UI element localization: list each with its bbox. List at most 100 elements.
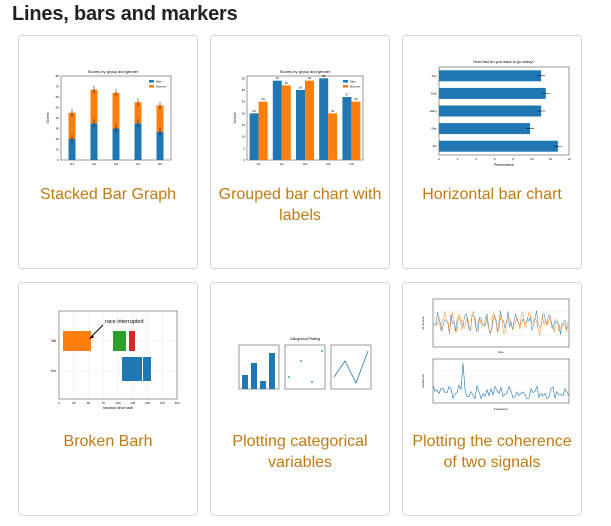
y-tick-label: 10 — [56, 148, 60, 152]
bar-women — [156, 105, 164, 132]
signal-s1 — [432, 310, 569, 335]
chart-title: Scores by group and gender — [88, 69, 139, 74]
series-line — [333, 350, 369, 384]
bar-men — [296, 90, 305, 160]
x-tick-labels: G1 G2 G3 G4 G5 — [257, 162, 354, 166]
x-axis-label: Performance — [494, 163, 514, 167]
x-tick-label: 10 — [530, 157, 534, 161]
bar — [260, 381, 266, 389]
bar-women — [112, 92, 120, 129]
thumbnail-coherence[interactable]: s1 and s2 time coherence Frequency — [409, 295, 575, 415]
x-tick-label: G3 — [303, 162, 307, 166]
bar — [439, 70, 542, 82]
bar-jim-1 — [122, 357, 142, 381]
x-tick-label: 100 — [115, 401, 120, 405]
y-tick-label: 70 — [56, 85, 60, 89]
card-coherence-signals[interactable]: s1 and s2 time coherence Frequency Plott… — [402, 282, 582, 516]
bar-value-label: 27 — [345, 93, 349, 97]
bar-value-label: 34 — [308, 76, 312, 80]
x-tick-label: G5 — [158, 162, 162, 166]
bars — [68, 85, 164, 160]
x-tick-label: 0 — [438, 157, 440, 161]
bar-bill-1 — [63, 331, 91, 351]
x-tick-label: G2 — [92, 162, 96, 166]
x-tick-label: 8 — [512, 157, 514, 161]
x-tick-label: 25 — [72, 401, 76, 405]
point — [311, 381, 313, 383]
bar-women — [351, 101, 361, 160]
legend-men: Men — [350, 80, 356, 84]
x-tick-label: 175 — [160, 401, 165, 405]
bar-value-label: 34 — [276, 76, 280, 80]
bar-men — [90, 123, 98, 160]
bar-women — [328, 113, 338, 160]
bar-bill-3 — [129, 331, 135, 351]
point — [321, 350, 323, 352]
y-axis-label: Scores — [233, 112, 237, 123]
y-tick-label: Tom — [431, 74, 437, 78]
card-caption[interactable]: Horizontal bar chart — [422, 186, 562, 203]
stacked-bar-chart: Scores by group and gender 0 10 20 30 40 50 60… — [46, 69, 172, 166]
card-caption[interactable]: Plotting the coherence of two signals — [412, 433, 572, 471]
card-caption[interactable]: Stacked Bar Graph — [39, 186, 177, 203]
x-tick-label: 6 — [494, 157, 496, 161]
y-axis-label-top: s1 and s2 — [421, 316, 425, 329]
y-tick-label: 5 — [243, 146, 245, 150]
y-tick-label: Dick — [431, 91, 437, 95]
bar-value-label: 20 — [252, 109, 256, 113]
y-tick-label: Harry — [430, 109, 438, 113]
x-tick-label: 0 — [58, 401, 60, 405]
thumbnail-grouped-bar[interactable]: Scores by group and gender 0 5 10 15 20 25 30 3… — [217, 48, 383, 168]
bar-value-label: 35 — [322, 74, 326, 78]
bar — [439, 140, 558, 152]
annotation-text: race interrupted — [105, 319, 144, 325]
chart-title: Scores by group and gender — [280, 69, 331, 74]
y-tick-label: 20 — [56, 137, 60, 141]
legend-women: Women — [350, 85, 361, 89]
thumbnail-stacked-bar[interactable]: Scores by group and gender 0 10 20 30 40 50 60… — [25, 48, 191, 168]
x-tick-label: G1 — [70, 162, 74, 166]
bar-men — [68, 139, 76, 160]
y-tick-label: 80 — [56, 74, 60, 78]
bar — [269, 353, 275, 389]
card-caption[interactable]: Grouped bar chart with labels — [218, 186, 382, 224]
point — [300, 360, 302, 362]
bar-men — [319, 78, 329, 160]
bar-men — [272, 80, 282, 160]
bar-men — [112, 128, 120, 160]
horizontal-bar-chart: How fast do you want to go today? Tom Dic… — [430, 59, 571, 167]
card-stacked-bar-graph[interactable]: Scores by group and gender 0 10 20 30 40 50 60… — [18, 35, 198, 269]
thumbnail-categorical[interactable]: Categorical Plotting — [217, 295, 383, 415]
y-axis-label-bottom: coherence — [421, 374, 425, 388]
bar-value-label: 30 — [299, 86, 303, 90]
y-tick-labels: 0 5 10 15 20 25 30 35 — [242, 76, 246, 162]
y-tick-labels: 0 10 20 30 40 50 60 70 80 — [56, 74, 60, 162]
x-tick-label: G5 — [349, 162, 353, 166]
x-tick-label: G4 — [136, 162, 140, 166]
legend-swatch-women — [343, 85, 348, 88]
legend-swatch-women — [149, 85, 154, 88]
bar-men — [156, 131, 164, 160]
arrowhead — [89, 334, 94, 339]
x-tick-label: G2 — [280, 162, 284, 166]
card-caption[interactable]: Broken Barh — [63, 433, 153, 450]
card-grouped-bar-chart[interactable]: Scores by group and gender 0 5 10 15 20 25 30 3… — [210, 35, 390, 269]
y-axis-label: Scores — [46, 112, 50, 123]
card-caption[interactable]: Plotting categorical variables — [232, 433, 368, 471]
y-tick-label: 25 — [242, 100, 246, 104]
card-broken-barh[interactable]: race interrupted Bill Jim 0 25 50 75 100 125 1… — [18, 282, 198, 516]
y-tick-label: 35 — [242, 76, 246, 80]
bar — [251, 363, 257, 389]
broken-barh-chart: race interrupted Bill Jim 0 25 50 75 100 125 1… — [51, 310, 180, 410]
thumbnail-horizontal-bar[interactable]: How fast do you want to go today? Tom Dic… — [409, 48, 575, 168]
card-categorical-variables[interactable]: Categorical Plotting Plotting categorica… — [210, 282, 390, 516]
bar-value-label: 25 — [261, 97, 265, 101]
bar-women — [305, 80, 314, 160]
x-tick-label: 12 — [549, 157, 553, 161]
bar — [439, 105, 542, 117]
thumbnail-broken-barh[interactable]: race interrupted Bill Jim 0 25 50 75 100 125 1… — [25, 295, 191, 415]
card-horizontal-bar-chart[interactable]: How fast do you want to go today? Tom Dic… — [402, 35, 582, 269]
panel-line — [330, 344, 372, 390]
y-tick-label: 20 — [242, 111, 246, 115]
coherence-chart: s1 and s2 time coherence Frequency — [421, 298, 570, 411]
